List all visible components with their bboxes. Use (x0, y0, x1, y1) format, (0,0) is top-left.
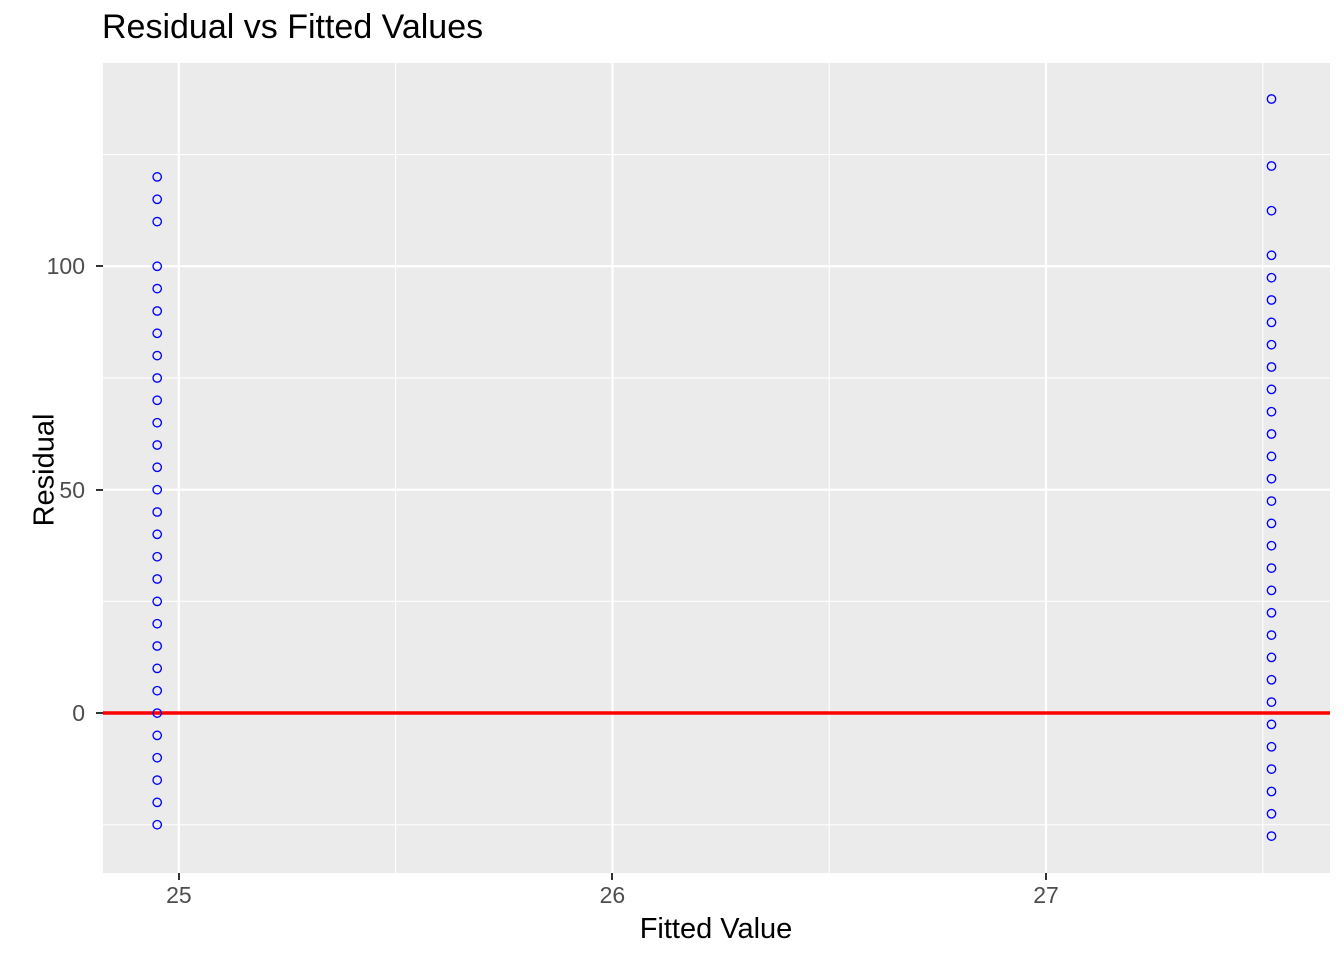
data-point (152, 596, 163, 607)
data-point (1266, 250, 1277, 261)
data-point (152, 618, 163, 629)
data-point (152, 641, 163, 651)
plot-title: Residual vs Fitted Values (102, 8, 484, 46)
data-point (152, 462, 163, 473)
data-point (152, 395, 163, 406)
data-point (1266, 540, 1277, 551)
data-point (1266, 585, 1277, 596)
data-point (152, 417, 163, 428)
data-point (1266, 496, 1277, 506)
data-point (152, 507, 163, 517)
data-point (152, 350, 163, 361)
data-point (1266, 362, 1277, 372)
y-axis-tick-label: 50 (59, 476, 85, 503)
data-point (1266, 317, 1277, 328)
data-point (152, 484, 163, 495)
y-axis-title: Residual (28, 413, 61, 527)
data-point (152, 551, 163, 562)
data-point (1266, 697, 1277, 707)
data-point (152, 752, 163, 763)
plot-panel (103, 63, 1330, 873)
x-axis-title: Fitted Value (639, 913, 793, 945)
data-point (152, 194, 163, 205)
data-point (1266, 161, 1277, 171)
data-point (1266, 808, 1277, 819)
data-point (1266, 272, 1277, 283)
x-axis-tick (1045, 873, 1047, 880)
x-axis-tick (177, 873, 180, 880)
data-point (152, 775, 163, 785)
data-point (152, 797, 163, 808)
data-point (152, 283, 163, 294)
data-point (1266, 630, 1277, 640)
data-point (1266, 205, 1277, 216)
data-point (152, 708, 163, 718)
data-point (1266, 786, 1277, 797)
data-point (1266, 451, 1277, 462)
y-axis-tick (96, 712, 103, 715)
data-point (1266, 295, 1277, 305)
data-point (152, 328, 163, 339)
data-point (1266, 406, 1277, 417)
data-point (1266, 764, 1277, 774)
data-point (152, 529, 163, 540)
data-point (152, 685, 163, 696)
data-point (152, 261, 163, 272)
data-point (1266, 674, 1277, 685)
x-axis-tick-label: 26 (599, 882, 626, 908)
data-point (1266, 94, 1277, 104)
y-axis-tick (96, 265, 103, 268)
data-point (152, 730, 163, 741)
data-point (1266, 429, 1277, 439)
x-axis-tick (611, 873, 614, 880)
data-point (1266, 339, 1277, 350)
data-point (1266, 607, 1277, 618)
data-point (152, 440, 163, 450)
data-point (1266, 473, 1277, 484)
y-axis-tick-label: 0 (72, 700, 85, 727)
y-axis-tick-label: 100 (46, 253, 85, 280)
data-point (152, 172, 163, 182)
data-point (1266, 518, 1277, 529)
scatter-plot-svg (103, 63, 1330, 873)
x-axis-tick-label: 25 (166, 882, 192, 908)
data-point (1266, 741, 1277, 752)
data-point (1266, 719, 1277, 730)
y-axis-tick (96, 488, 103, 491)
data-point (152, 574, 163, 584)
data-point (1266, 563, 1277, 573)
data-point (152, 663, 163, 674)
data-point (1266, 831, 1277, 841)
x-axis-tick-label: 27 (1033, 882, 1059, 908)
data-point (152, 819, 163, 830)
data-point (152, 373, 163, 383)
data-point (1266, 652, 1277, 663)
data-point (1266, 384, 1277, 395)
data-point (152, 216, 163, 227)
data-point (152, 306, 163, 316)
